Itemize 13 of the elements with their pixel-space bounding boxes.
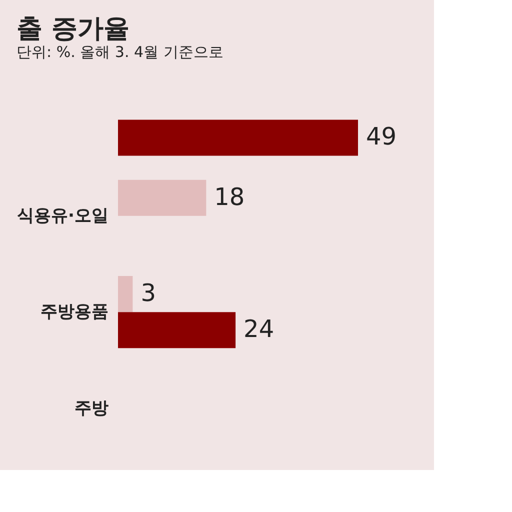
chart-title: 출 증가율 [16,14,130,44]
bar [118,120,358,156]
y-tick-label: 주방 [74,398,108,418]
bar [118,180,206,216]
chart-subtitle: 단위: %. 올해 3. 4월 기준으로 [16,43,224,61]
data-label: 3 [140,279,156,308]
data-label: 49 [366,122,397,151]
y-tick-label: 식용유·오일 [17,206,108,226]
data-label: 24 [244,315,274,344]
y-tick-label: 주방용품 [40,302,108,322]
bar [118,276,133,312]
data-label: 18 [214,182,245,211]
bar [118,312,236,348]
